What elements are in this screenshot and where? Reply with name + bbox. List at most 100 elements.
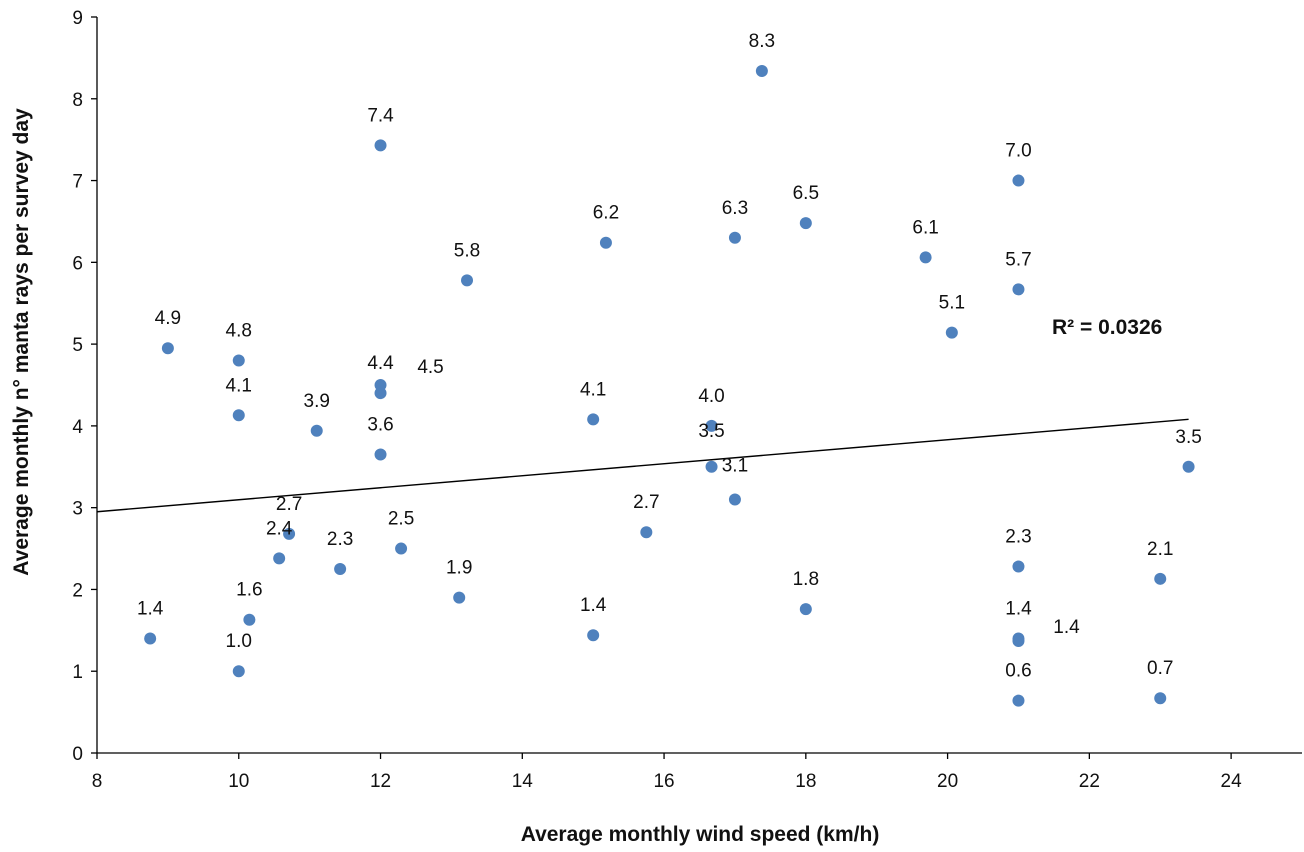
data-label: 4.0 (698, 386, 724, 407)
data-label: 1.6 (236, 580, 262, 601)
data-point (461, 274, 474, 287)
data-point (144, 632, 157, 645)
data-point (232, 409, 245, 422)
data-point (243, 613, 256, 626)
data-label: 4.9 (155, 308, 181, 329)
data-label: 3.5 (698, 421, 724, 442)
data-point (374, 139, 387, 152)
data-point (755, 64, 768, 77)
data-label: 2.3 (327, 529, 353, 550)
points-layer (144, 64, 1195, 707)
data-point (283, 527, 296, 540)
x-tick-label: 22 (1079, 771, 1100, 792)
data-label: 2.3 (1005, 527, 1031, 548)
data-label: 6.2 (593, 203, 619, 224)
data-label: 5.7 (1005, 249, 1031, 270)
y-tick-label: 3 (72, 499, 83, 520)
data-label: 2.7 (633, 492, 659, 513)
x-tick-label: 14 (512, 771, 534, 792)
data-point (374, 379, 387, 391)
data-point (705, 419, 718, 432)
data-point (1012, 283, 1025, 296)
data-point (919, 251, 932, 264)
data-point (945, 326, 958, 339)
data-point (1012, 634, 1025, 647)
data-label: 7.0 (1005, 141, 1031, 162)
data-point (599, 236, 612, 249)
data-point (799, 217, 812, 230)
data-point (799, 603, 812, 616)
x-tick-label: 16 (653, 771, 674, 792)
y-tick-label: 8 (72, 90, 83, 111)
data-point (232, 354, 245, 367)
data-label: 1.4 (580, 595, 607, 616)
data-point (1154, 572, 1167, 585)
data-point (1012, 174, 1025, 187)
x-tick-label: 18 (795, 771, 816, 792)
x-tick-label: 20 (937, 771, 958, 792)
data-point (1154, 692, 1167, 705)
data-point (395, 542, 408, 555)
data-point (728, 493, 741, 506)
data-point (232, 665, 245, 678)
data-label: 1.4 (137, 599, 164, 620)
data-point (273, 552, 286, 565)
y-tick-label: 1 (72, 662, 83, 683)
x-tick-label: 12 (370, 771, 391, 792)
data-label: 5.1 (939, 293, 965, 314)
r-squared-annotation: R² = 0.0326 (1052, 316, 1162, 339)
x-tick-label: 24 (1221, 771, 1243, 792)
data-label: 2.5 (388, 509, 414, 530)
data-label: 1.9 (446, 558, 472, 579)
data-point (705, 460, 718, 473)
x-tick-label: 8 (92, 771, 103, 792)
data-point (1182, 460, 1195, 473)
y-tick-label: 5 (72, 335, 83, 356)
data-label: 4.4 (367, 353, 394, 374)
y-tick-label: 7 (72, 172, 83, 193)
data-label: 0.6 (1005, 661, 1031, 682)
y-tick-label: 9 (72, 8, 83, 29)
data-label: 3.9 (304, 391, 330, 412)
data-label: 6.3 (722, 198, 748, 219)
data-label: 3.5 (1175, 427, 1201, 448)
data-point (640, 526, 653, 539)
data-label: 1.4 (1005, 599, 1032, 620)
data-point (1012, 694, 1025, 707)
data-label: 4.5 (417, 357, 443, 378)
data-label: 7.4 (367, 105, 394, 126)
data-point (161, 342, 174, 355)
data-label: 4.1 (580, 379, 606, 400)
x-tick-label: 10 (228, 771, 249, 792)
data-point (374, 448, 387, 461)
data-label: 2.1 (1147, 539, 1173, 560)
trendline-layer (96, 418, 1189, 513)
data-point (310, 424, 323, 437)
data-label: 8.3 (749, 31, 775, 52)
data-point (728, 231, 741, 244)
data-label: 6.1 (912, 217, 938, 238)
data-point (1012, 560, 1025, 573)
data-point (587, 413, 600, 426)
data-label: 4.1 (226, 375, 252, 396)
data-label: 1.4 (1053, 617, 1080, 638)
data-label: 0.7 (1147, 658, 1173, 679)
data-label: 1.8 (793, 569, 819, 590)
y-tick-label: 0 (72, 744, 83, 765)
data-label: 2.4 (266, 518, 293, 539)
data-point (334, 563, 347, 575)
data-label: 6.5 (793, 183, 819, 204)
data-label: 1.0 (226, 631, 252, 652)
data-point (587, 629, 600, 642)
data-label: 2.7 (276, 494, 302, 515)
data-label: 3.6 (367, 415, 393, 436)
y-tick-label: 2 (72, 580, 83, 601)
data-label: 4.8 (226, 320, 252, 341)
y-axis-title: Average monthly n° manta rays per survey… (10, 108, 33, 576)
data-point (453, 591, 466, 604)
y-tick-label: 4 (72, 417, 83, 438)
data-labels-layer: 1.4 4.9 1.0 1.6 4.1 4.8 2.4 2.7 3.9 2.3 7.4 4.4 4.5 3… (137, 31, 1202, 682)
